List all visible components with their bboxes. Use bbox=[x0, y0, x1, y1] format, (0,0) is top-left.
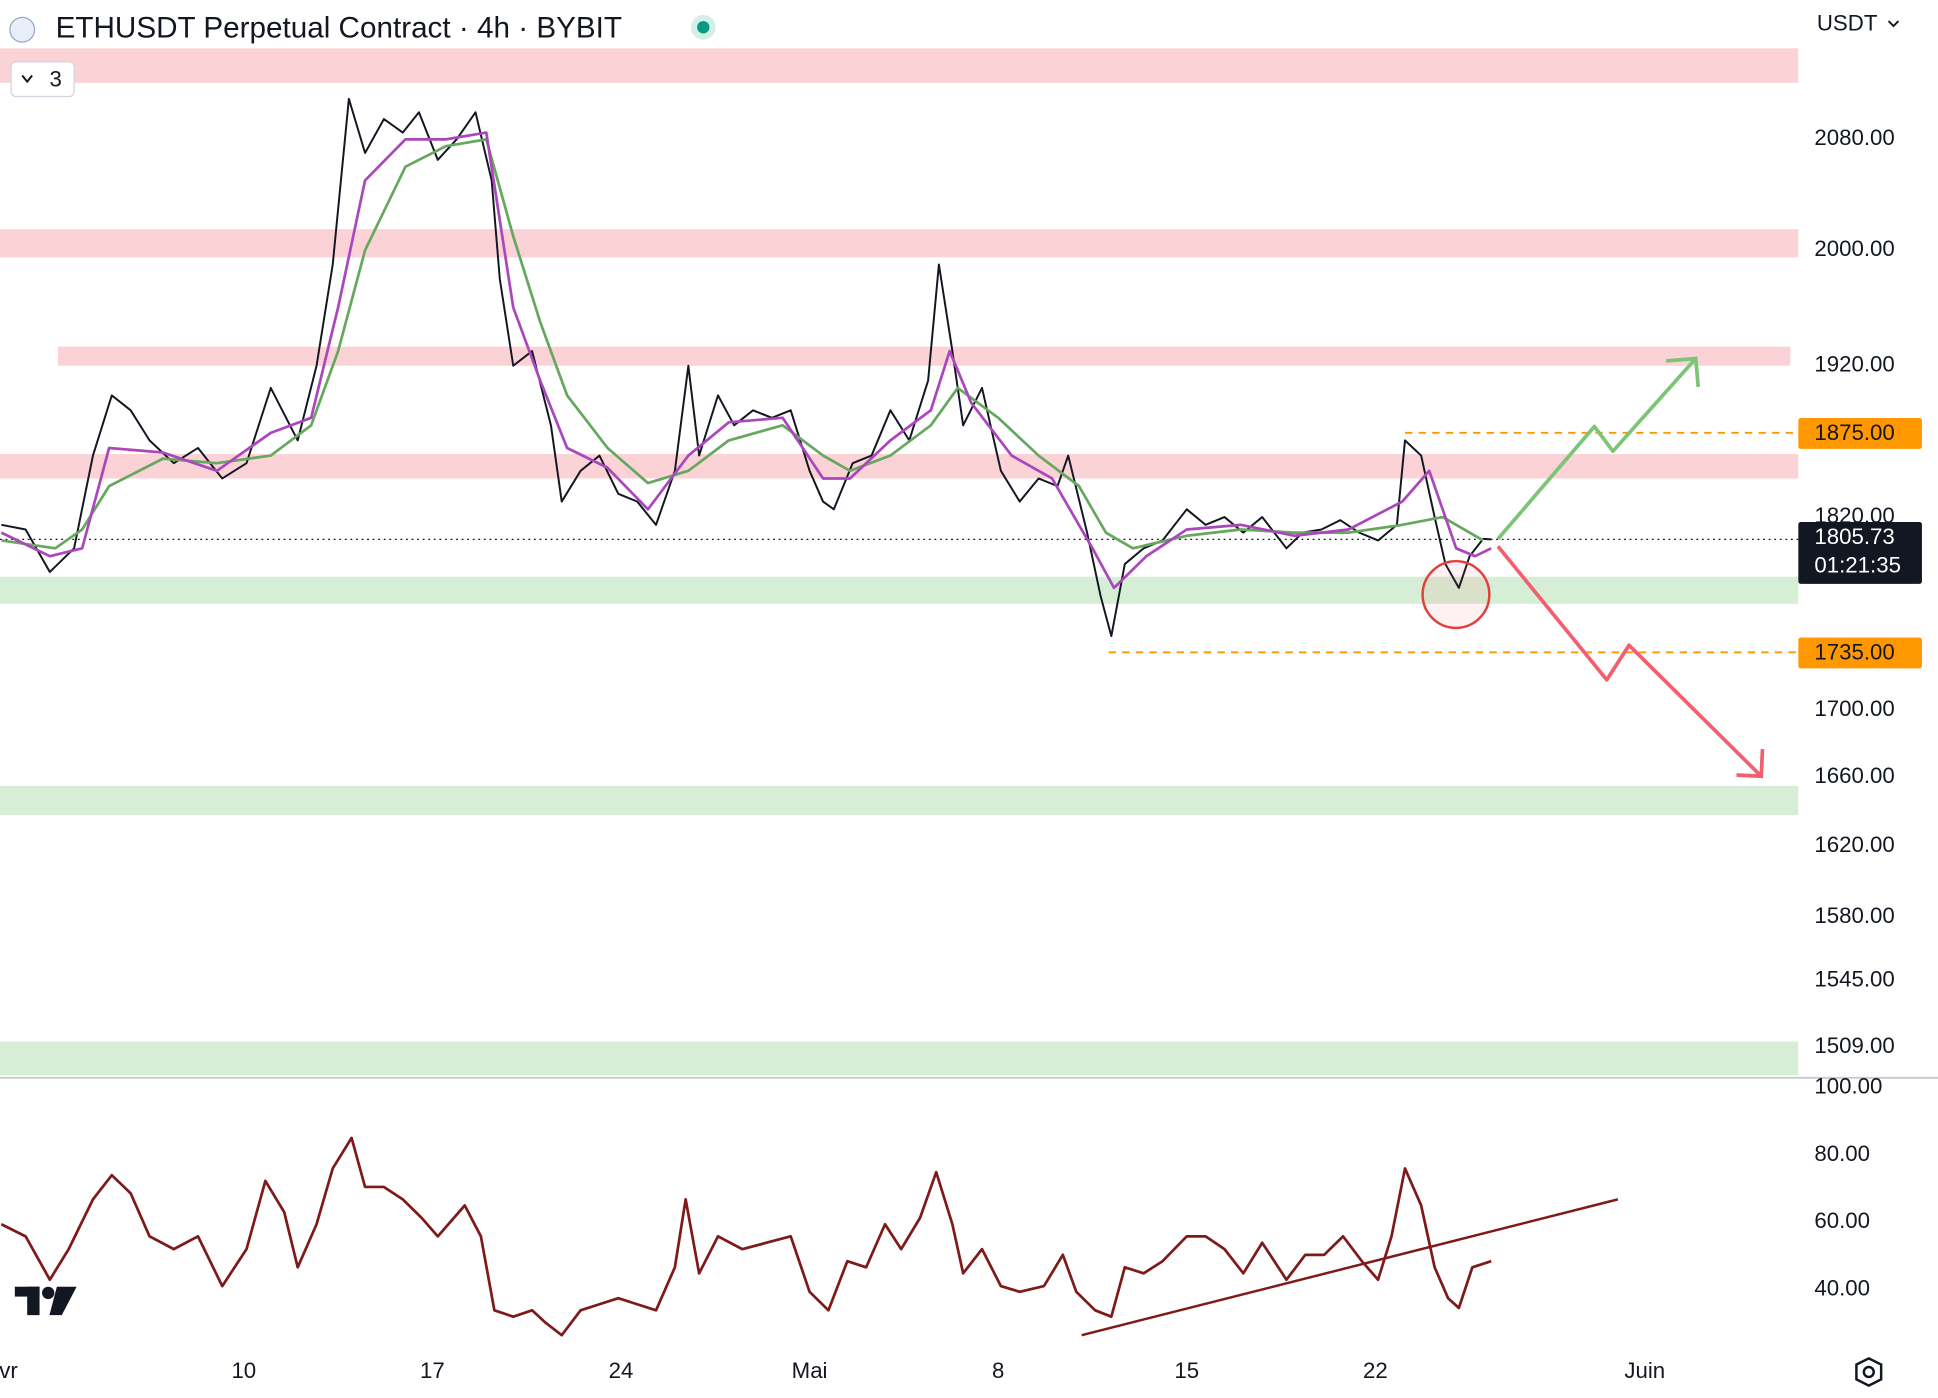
level-label: 1875.00 bbox=[1814, 420, 1894, 445]
logo-part bbox=[49, 1286, 77, 1316]
level-label-box bbox=[1798, 418, 1922, 449]
zone bbox=[0, 48, 1799, 83]
collapse-button[interactable] bbox=[10, 61, 75, 98]
y-tick-label: 2000.00 bbox=[1814, 236, 1894, 261]
series-line bbox=[1, 137, 1484, 550]
x-tick-label: 24 bbox=[609, 1358, 634, 1383]
y-tick-label: 1700.00 bbox=[1814, 696, 1894, 721]
x-tick-label: 22 bbox=[1363, 1358, 1388, 1383]
zone bbox=[0, 454, 1799, 479]
rsi-layer bbox=[0, 1136, 1619, 1337]
x-tick-label: Mai bbox=[792, 1358, 828, 1383]
series-line bbox=[0, 131, 1492, 590]
highlight-circle bbox=[1421, 559, 1491, 630]
trendline bbox=[1081, 1198, 1619, 1337]
bullish-arrowhead bbox=[1665, 356, 1701, 388]
axis-layer: 2080.002000.001920.001820.001700.001660.… bbox=[0, 125, 1922, 1383]
zone bbox=[0, 1041, 1799, 1076]
y-tick-label: 1580.00 bbox=[1814, 903, 1894, 928]
y-tick-label: 100.00 bbox=[1814, 1074, 1882, 1099]
x-tick-label: 10 bbox=[231, 1358, 256, 1383]
x-tick-label: 17 bbox=[420, 1358, 445, 1383]
y-tick-label: 80.00 bbox=[1814, 1141, 1870, 1166]
level-label: 1735.00 bbox=[1814, 639, 1894, 664]
x-tick-label: 15 bbox=[1174, 1358, 1199, 1383]
y-tick-label: 40.00 bbox=[1814, 1275, 1870, 1300]
series-line bbox=[1, 97, 1492, 638]
zone bbox=[0, 785, 1799, 816]
last-price-box bbox=[1798, 522, 1922, 584]
zone bbox=[57, 346, 1791, 366]
level-label-box bbox=[1798, 637, 1922, 669]
y-tick-label: 1660.00 bbox=[1814, 763, 1894, 788]
collapse-chevron bbox=[21, 74, 33, 84]
series-line bbox=[0, 1136, 1492, 1337]
y-tick-label: 1920.00 bbox=[1814, 352, 1894, 377]
symbol-icon bbox=[9, 16, 36, 43]
countdown-label: 01:21:35 bbox=[1814, 552, 1901, 577]
settings-button[interactable] bbox=[1855, 1357, 1883, 1387]
bullish-arrow bbox=[1496, 357, 1698, 541]
logo-part bbox=[42, 1286, 55, 1300]
x-tick-label: 8 bbox=[992, 1358, 1004, 1383]
y-tick-label: 2080.00 bbox=[1814, 125, 1894, 150]
tv-logo bbox=[14, 1286, 77, 1316]
settings-hub bbox=[1862, 1365, 1875, 1379]
zone bbox=[0, 576, 1799, 604]
y-tick-label: 1620.00 bbox=[1814, 832, 1894, 857]
currency-select[interactable]: USDT bbox=[1817, 11, 1878, 36]
y-tick-label: 1545.00 bbox=[1814, 966, 1894, 991]
symbol-title: ETHUSDT Perpetual Contract · 4h · BYBIT bbox=[56, 12, 622, 45]
y-tick-label: 60.00 bbox=[1814, 1208, 1870, 1233]
bearish-arrowhead bbox=[1736, 748, 1765, 779]
bearish-arrow bbox=[1496, 545, 1763, 778]
indicator-count: 3 bbox=[49, 66, 61, 91]
last-price-label: 1805.73 bbox=[1814, 524, 1894, 549]
zone bbox=[0, 229, 1799, 258]
price-layer bbox=[0, 97, 1799, 654]
x-tick-label: Avr bbox=[0, 1358, 18, 1383]
x-tick-label: Juin bbox=[1624, 1358, 1665, 1383]
status-dot bbox=[697, 21, 710, 34]
logo-part bbox=[27, 1286, 40, 1316]
settings-gear bbox=[1855, 1357, 1883, 1387]
zones-layer bbox=[0, 48, 1799, 1076]
currency-chevron bbox=[1887, 20, 1900, 28]
y-tick-label: 1509.00 bbox=[1814, 1033, 1894, 1058]
